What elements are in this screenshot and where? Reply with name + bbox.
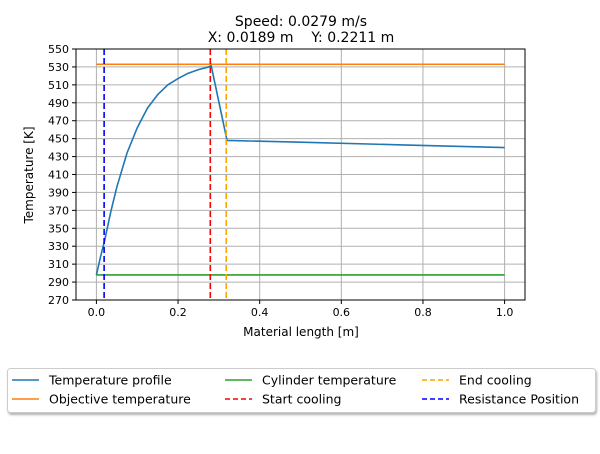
legend-item-end-cooling: End cooling (422, 373, 532, 388)
legend-item-cylinder-temperature: Cylinder temperature (225, 373, 397, 388)
x-tick-label: 0.2 (169, 306, 187, 319)
chart-title-line2: X: 0.0189 m Y: 0.2211 m (208, 30, 395, 46)
plot-area (95, 49, 505, 300)
series-temperature-profile (95, 62, 505, 276)
y-tick-label: 510 (48, 79, 69, 92)
x-tick-label: 1.0 (496, 306, 514, 319)
y-tick-label: 450 (48, 133, 69, 146)
legend-label: Temperature profile (48, 373, 172, 388)
y-tick-label: 270 (48, 294, 69, 307)
legend: Temperature profile Objective temperature… (7, 368, 596, 413)
y-tick-label: 490 (48, 97, 69, 110)
x-tick-label: 0.8 (414, 306, 432, 319)
y-tick-label: 410 (48, 169, 69, 182)
x-tick-label: 0.4 (251, 306, 269, 319)
y-tick-label: 530 (48, 61, 69, 74)
legend-label: End cooling (459, 373, 532, 388)
legend-item-objective-temperature: Objective temperature (12, 392, 191, 407)
y-axis-label: Temperature [K] (22, 126, 36, 224)
y-tick-label: 370 (48, 204, 69, 217)
legend-label: Start cooling (262, 392, 341, 407)
y-tick-label: 550 (48, 43, 69, 56)
x-axis-label: Material length [m] (243, 325, 359, 339)
grid (76, 48, 525, 301)
legend-label: Cylinder temperature (262, 373, 397, 388)
y-tick-label: 350 (48, 222, 69, 235)
chart-title-line1: Speed: 0.0279 m/s (235, 14, 367, 30)
legend-item-resistance-position: Resistance Position (422, 392, 579, 407)
y-tick-label: 310 (48, 258, 69, 271)
legend-item-start-cooling: Start cooling (225, 392, 341, 407)
ticks: 0.0 0.2 0.4 0.6 0.8 1.0 270 290 310 330 350 370 390 4… (48, 43, 513, 319)
y-tick-label: 430 (48, 151, 69, 164)
legend-label: Objective temperature (49, 392, 191, 407)
legend-item-temperature-profile: Temperature profile (12, 373, 172, 388)
x-tick-label: 0.6 (333, 306, 351, 319)
legend-label: Resistance Position (459, 392, 579, 407)
y-tick-label: 330 (48, 240, 69, 253)
y-tick-label: 290 (48, 276, 69, 289)
y-tick-label: 390 (48, 186, 69, 199)
x-tick-label: 0.0 (88, 306, 106, 319)
y-tick-label: 470 (48, 115, 69, 128)
